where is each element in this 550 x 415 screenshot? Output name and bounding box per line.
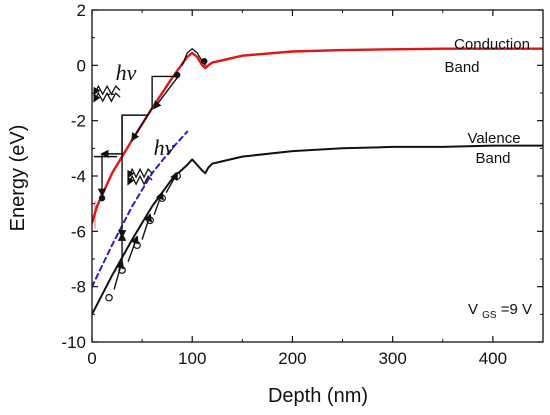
photon-wave-upper-2 xyxy=(93,91,121,103)
series-group xyxy=(92,47,543,316)
x-tick-label: 300 xyxy=(378,349,406,368)
conduction-band-label-line2: Band xyxy=(444,59,479,76)
y-tick-label: -4 xyxy=(71,167,86,186)
blue-dashed-line xyxy=(92,130,189,288)
hole-drift-arrow xyxy=(141,213,153,240)
transition-arrow xyxy=(131,107,153,142)
relaxation-path-upper xyxy=(151,75,178,109)
vgs-label: V GS =9 V xyxy=(468,301,532,322)
vgs-label-sub: GS xyxy=(482,310,497,321)
photon-wave-upper-1 xyxy=(93,84,121,96)
electron-marker xyxy=(201,57,208,65)
relaxation-path-middle xyxy=(121,114,148,157)
transition-arrow xyxy=(153,77,178,110)
y-tick-label: -6 xyxy=(71,222,86,241)
valence-band-label-line1: Valence xyxy=(467,130,520,147)
electron-marker xyxy=(98,194,106,202)
photon-label-upper: hν xyxy=(116,60,137,85)
x-tick-label: 0 xyxy=(87,349,96,368)
x-tick-label: 100 xyxy=(178,349,206,368)
y-tick-label: -10 xyxy=(61,333,86,352)
y-tick-label: -8 xyxy=(71,278,86,297)
vgs-label-v: V xyxy=(468,301,478,318)
vgs-label-rest: =9 V xyxy=(501,301,532,318)
valence-band-label-line2: Band xyxy=(475,150,510,167)
plot-area: 0 100 200 300 400 -10 -8 -6 -4 -2 0 2 xyxy=(61,1,544,368)
y-tick-label: -2 xyxy=(71,112,86,131)
x-axis-title: Depth (nm) xyxy=(268,385,368,407)
hole-drift-arrow xyxy=(113,260,125,290)
y-tick-label: 2 xyxy=(77,1,86,20)
photon-wave-lower-2 xyxy=(127,174,153,186)
electron-marker xyxy=(173,71,181,79)
x-tick-label: 400 xyxy=(479,349,507,368)
hole-marker xyxy=(105,293,113,302)
y-tick-label: 0 xyxy=(77,56,86,75)
y-axis-title: Energy (eV) xyxy=(7,125,29,232)
conduction-band-label-line1: Conduction xyxy=(454,36,530,53)
valence-band-line xyxy=(92,144,543,316)
hole-drift-arrow xyxy=(153,191,164,215)
photon-label-lower: hν xyxy=(154,135,175,160)
photon-wave-lower-1 xyxy=(127,167,153,179)
hole-drift-arrow xyxy=(165,171,179,193)
x-tick-label: 200 xyxy=(278,349,306,368)
hole-drift-arrow xyxy=(127,235,139,263)
